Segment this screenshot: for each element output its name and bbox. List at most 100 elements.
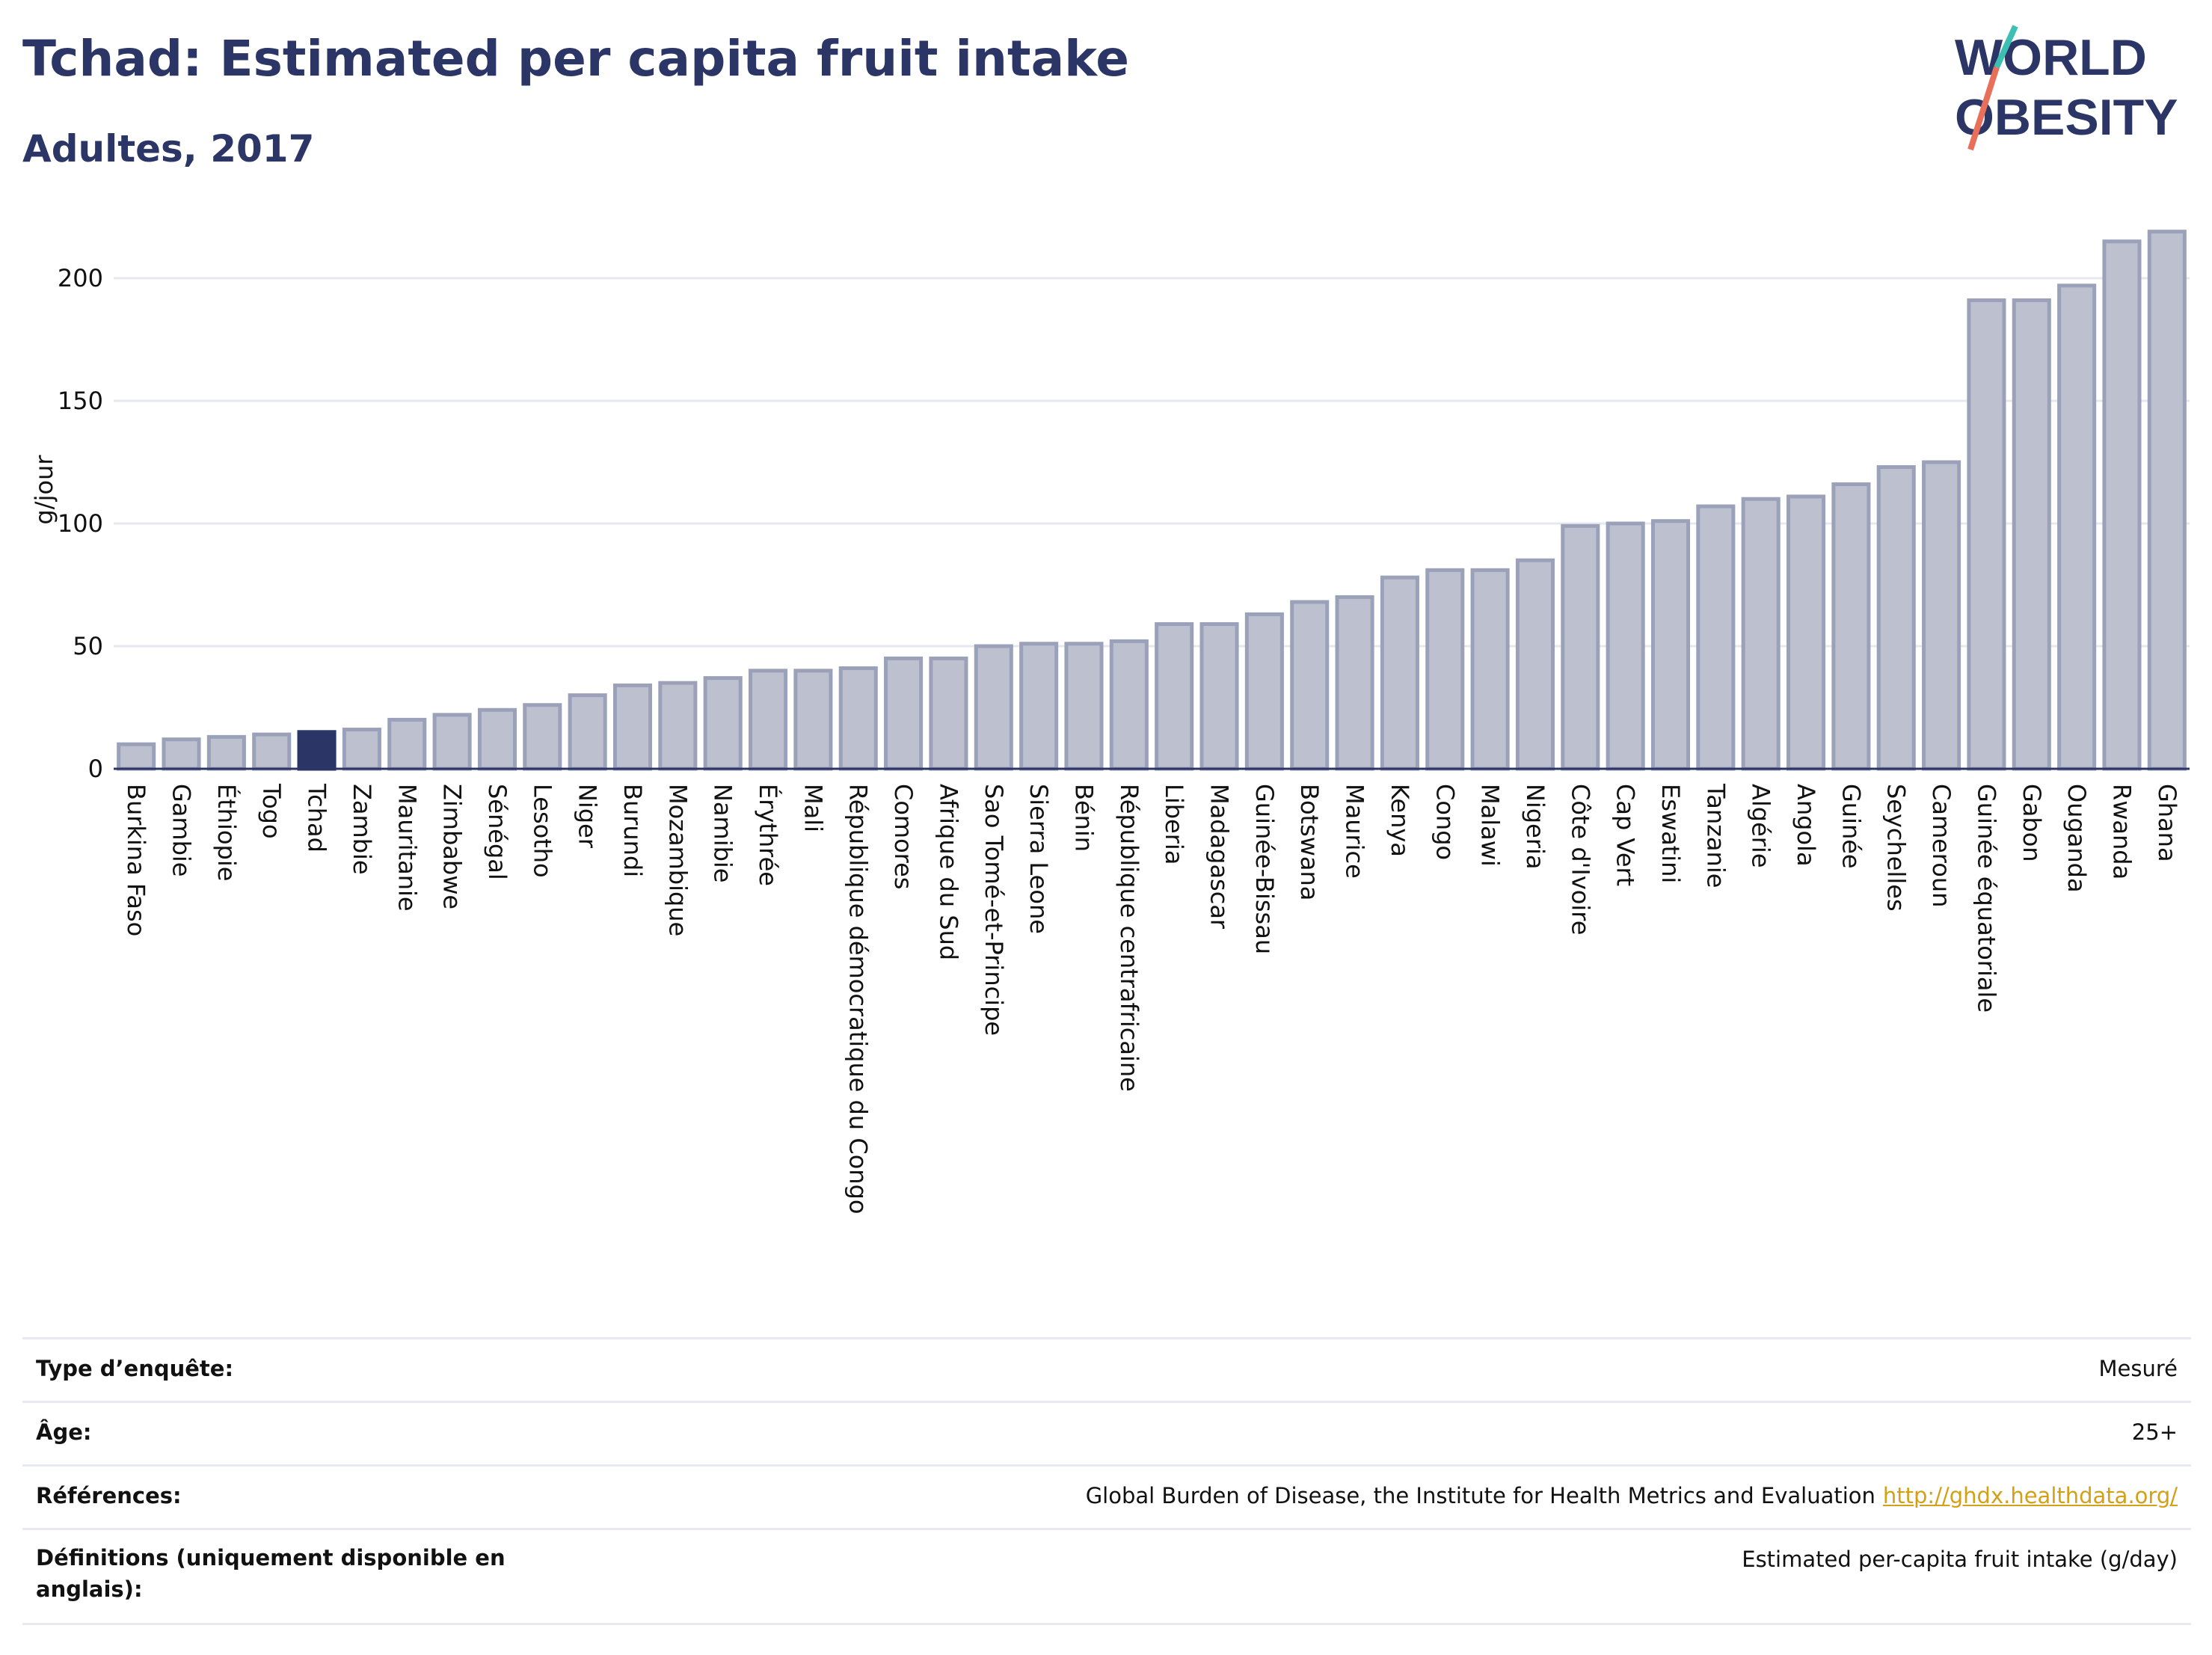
y-tick-label: 150 bbox=[58, 387, 103, 415]
meta-row: Type d’enquête: Mesuré bbox=[22, 1337, 2191, 1401]
bar-27 bbox=[1335, 595, 1374, 771]
bar-24 bbox=[1199, 621, 1239, 771]
bar-13 bbox=[703, 676, 743, 771]
x-tick-label: Mozambique bbox=[663, 784, 692, 936]
x-tick-label: Algérie bbox=[1747, 784, 1775, 868]
bar-2 bbox=[206, 734, 246, 771]
x-tick-label: Côte d'Ivoire bbox=[1566, 784, 1594, 935]
x-tick-label: Liberia bbox=[1160, 784, 1188, 865]
x-axis-labels: Burkina Faso Gambie Éthiopie Togo Tchad Zambi… bbox=[122, 783, 2181, 1214]
bar-4 bbox=[297, 730, 337, 771]
bar-8 bbox=[477, 707, 517, 771]
bar-25 bbox=[1244, 612, 1284, 771]
logo-line1: WORLD bbox=[1955, 29, 2147, 86]
bar-6 bbox=[387, 717, 427, 771]
x-tick-label: Mauritanie bbox=[393, 784, 421, 912]
x-tick-label: Rwanda bbox=[2107, 784, 2136, 879]
x-tick-label: Mali bbox=[799, 784, 827, 832]
x-tick-label: Nigeria bbox=[1521, 784, 1549, 869]
y-tick-label: 200 bbox=[58, 264, 103, 292]
reference-link[interactable]: http://ghdx.healthdata.org/ bbox=[1882, 1483, 2178, 1508]
x-tick-label: Éthiopie bbox=[212, 784, 241, 881]
bar-26 bbox=[1290, 600, 1330, 771]
x-tick-label: Zambie bbox=[348, 784, 376, 875]
x-tick-label: République démocratique du Congo bbox=[844, 784, 873, 1214]
x-tick-label: Afrique du Sud bbox=[934, 784, 962, 960]
x-tick-label: Lesotho bbox=[528, 784, 556, 878]
x-tick-label: Niger bbox=[574, 784, 602, 849]
x-tick-label: Gambie bbox=[168, 784, 196, 876]
bar-0 bbox=[117, 742, 156, 771]
x-tick-label: Burkina Faso bbox=[122, 784, 150, 936]
bar-18 bbox=[929, 656, 968, 771]
bar-16 bbox=[838, 666, 878, 771]
bar-34 bbox=[1650, 519, 1691, 771]
chart-title: Tchad: Estimated per capita fruit intake bbox=[22, 30, 1130, 87]
metadata-table: Type d’enquête: Mesuré Âge: 25+ Références: G… bbox=[22, 1337, 2191, 1625]
bar-35 bbox=[1696, 504, 1736, 771]
meta-value-text: Estimated per-capita fruit intake (g/day… bbox=[1742, 1547, 2178, 1572]
x-tick-label: Guinée bbox=[1837, 784, 1865, 869]
x-tick-label: Érythrée bbox=[754, 784, 782, 886]
x-tick-label: Tchad bbox=[303, 783, 331, 853]
bar-15 bbox=[793, 669, 833, 771]
x-tick-label: Namibie bbox=[709, 784, 737, 883]
x-tick-label: Sao Tomé-et-Principe bbox=[980, 784, 1008, 1036]
x-tick-label: Botswana bbox=[1295, 784, 1324, 900]
bar-29 bbox=[1425, 568, 1465, 771]
bar-22 bbox=[1109, 639, 1149, 771]
meta-value: Estimated per-capita fruit intake (g/day… bbox=[1742, 1544, 2178, 1575]
meta-key: Définitions (uniquement disponible en an… bbox=[36, 1545, 506, 1602]
logo-teal-slash bbox=[1994, 25, 2018, 69]
bar-41 bbox=[1967, 298, 2006, 771]
world-obesity-logo: WORLD OBESITY bbox=[1955, 25, 2178, 151]
bar-17 bbox=[884, 656, 924, 771]
x-tick-label: Kenya bbox=[1386, 784, 1414, 857]
meta-row: Définitions (uniquement disponible en an… bbox=[22, 1528, 2191, 1625]
bar-42 bbox=[2012, 298, 2051, 771]
x-tick-label: Bénin bbox=[1069, 784, 1098, 852]
y-tick-label: 50 bbox=[73, 632, 103, 660]
bar-36 bbox=[1741, 497, 1781, 771]
x-tick-label: Cap Vert bbox=[1612, 784, 1640, 886]
x-tick-label: Congo bbox=[1431, 784, 1459, 860]
x-tick-label: République centrafricaine bbox=[1115, 784, 1143, 1092]
x-tick-label: Madagascar bbox=[1205, 784, 1234, 930]
meta-key: Type d’enquête: bbox=[36, 1356, 234, 1381]
x-tick-label: Sierra Leone bbox=[1024, 784, 1053, 934]
x-tick-label: Eswatini bbox=[1656, 784, 1685, 883]
meta-key: Références: bbox=[36, 1483, 182, 1508]
x-tick-label: Guinée-Bissau bbox=[1250, 784, 1279, 954]
bar-31 bbox=[1515, 558, 1555, 771]
bar-39 bbox=[1876, 465, 1916, 771]
y-axis-label: g/jour bbox=[30, 455, 58, 525]
bar-14 bbox=[749, 669, 788, 771]
meta-value: Mesuré bbox=[2099, 1353, 2178, 1384]
bar-12 bbox=[658, 681, 698, 771]
bar-chart: 0 50 100 150 200 Burkina Faso Gambie Éthiopie T… bbox=[30, 230, 2190, 1214]
bar-19 bbox=[974, 644, 1013, 771]
logo-coral-slash bbox=[1967, 66, 2000, 151]
x-tick-label: Zimbabwe bbox=[438, 784, 467, 909]
meta-value: 25+ bbox=[2132, 1416, 2178, 1448]
bar-9 bbox=[523, 703, 562, 771]
meta-key: Âge: bbox=[36, 1419, 92, 1445]
bar-38 bbox=[1831, 482, 1871, 771]
x-tick-label: Cameroun bbox=[1927, 784, 1956, 907]
bar-33 bbox=[1606, 521, 1645, 771]
x-tick-label: Sénégal bbox=[483, 784, 511, 880]
y-axis-ticks: 0 50 100 150 200 bbox=[58, 264, 103, 783]
bar-10 bbox=[568, 693, 607, 771]
meta-value-text: Global Burden of Disease, the Institute … bbox=[1085, 1483, 1875, 1508]
x-tick-label: Angola bbox=[1792, 784, 1820, 867]
y-tick-label: 100 bbox=[58, 509, 103, 538]
logo-line2: OBESITY bbox=[1955, 89, 2178, 146]
bar-23 bbox=[1155, 621, 1194, 771]
bars bbox=[117, 230, 2187, 771]
bar-43 bbox=[2057, 283, 2097, 771]
x-tick-label: Malawi bbox=[1476, 784, 1505, 867]
x-tick-label: Guinée équatoriale bbox=[1972, 784, 2000, 1013]
x-tick-label: Tanzanie bbox=[1701, 783, 1730, 888]
bar-3 bbox=[252, 732, 292, 771]
meta-row: Âge: 25+ bbox=[22, 1401, 2191, 1464]
